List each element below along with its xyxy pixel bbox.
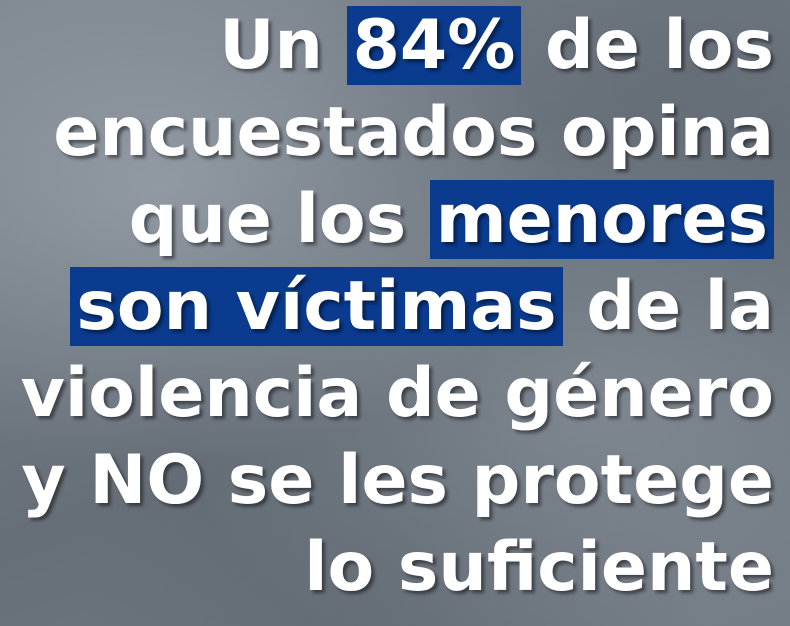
text-line: y NO se les protege [21, 441, 774, 521]
highlighted-text: son víctimas [70, 267, 563, 346]
highlighted-text: 84% [346, 6, 522, 85]
text-line: Un 84% de los [219, 6, 774, 86]
text-line: encuestados opina [53, 93, 774, 173]
text-line: son víctimas de la [70, 267, 774, 347]
text: Un [219, 6, 347, 85]
text: lo suficiente [304, 528, 774, 607]
highlighted-text: menores [429, 180, 774, 259]
text: de los [521, 6, 774, 85]
text-line: que los menores [129, 180, 774, 260]
text: encuestados opina [53, 93, 774, 172]
text: que los [128, 180, 430, 259]
text-line: violencia de género [21, 354, 774, 434]
text-line: lo suficiente [304, 528, 774, 608]
text: de la [562, 267, 774, 346]
text: violencia de género [20, 354, 774, 433]
text: y NO se les protege [21, 441, 774, 520]
